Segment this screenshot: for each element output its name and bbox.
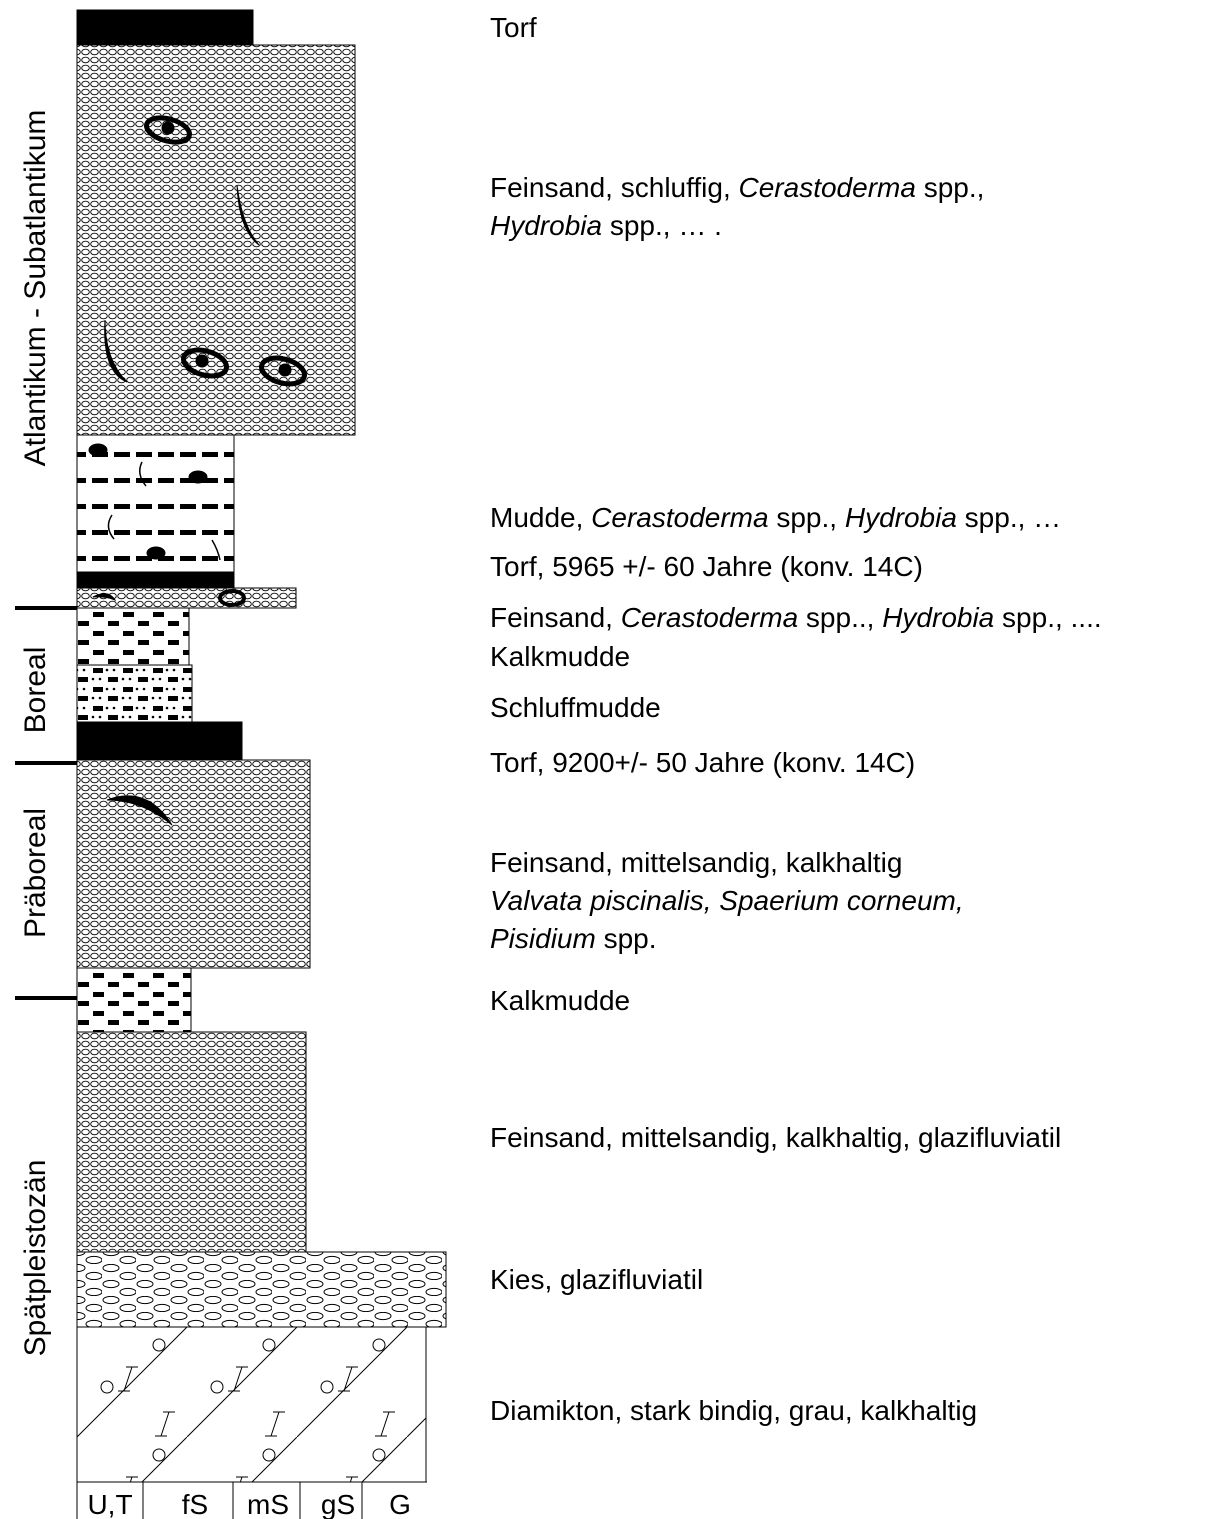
description-run: Diamikton, stark bindig, grau, kalkhalti… <box>490 1395 977 1426</box>
layer-description: Feinsand, mittelsandig, kalkhaltig <box>490 847 902 878</box>
layer <box>77 608 189 665</box>
description-run: spp., .... <box>994 602 1101 633</box>
description-run: Kalkmudde <box>490 641 630 672</box>
description-run: Pisidium <box>490 923 596 954</box>
description-run: Torf, 9200+/- 50 Jahre (konv. 14C) <box>490 747 915 778</box>
layer-description: Hydrobia spp., … . <box>490 210 722 241</box>
description-run: spp. <box>596 923 657 954</box>
description-run: Hydrobia <box>490 210 602 241</box>
layer-description: Feinsand, schluffig, Cerastoderma spp., <box>490 172 984 203</box>
description-run: Kalkmudde <box>490 985 630 1016</box>
layer-description: Kalkmudde <box>490 641 630 672</box>
description-run: Hydrobia <box>845 502 957 533</box>
description-run: Torf, 5965 +/- 60 Jahre (konv. 14C) <box>490 551 923 582</box>
period-label: Atlantikum - Subatlantikum <box>19 110 52 467</box>
layer <box>77 1252 446 1327</box>
layer-description: Torf, 9200+/- 50 Jahre (konv. 14C) <box>490 747 915 778</box>
period-label: Boreal <box>19 647 52 734</box>
layer-description: Torf, 5965 +/- 60 Jahre (konv. 14C) <box>490 551 923 582</box>
layer-description: Schluffmudde <box>490 692 661 723</box>
stratigraphic-column: Torf Feinsand, schluffig, Cerastoderma sp… <box>0 0 1224 1519</box>
layer <box>77 572 234 588</box>
description-run: Feinsand, mittelsandig, kalkhaltig <box>490 847 902 878</box>
layer-description: Kies, glazifluviatil <box>490 1264 703 1295</box>
period-label: Spätpleistozän <box>19 1160 52 1357</box>
layer-description: Feinsand, mittelsandig, kalkhaltig, glaz… <box>490 1122 1061 1153</box>
grain-size-label: fS <box>182 1489 208 1519</box>
description-run: Feinsand, schluffig, <box>490 172 739 203</box>
grain-size-label: U,T <box>87 1489 132 1519</box>
page: {"periods": ["Atlantikum - Subatlantikum… <box>0 0 1224 1519</box>
layer <box>77 760 310 968</box>
period-label: Präboreal <box>19 808 52 938</box>
description-run: spp.., <box>798 602 882 633</box>
description-run: spp., <box>916 172 984 203</box>
layer-description: Diamikton, stark bindig, grau, kalkhalti… <box>490 1395 977 1426</box>
layer <box>77 665 192 722</box>
grain-size-label: gS <box>321 1489 355 1519</box>
layer <box>77 1327 426 1482</box>
grain-size-label: mS <box>247 1489 289 1519</box>
description-run: Hydrobia <box>882 602 994 633</box>
layer <box>77 722 242 760</box>
description-run: Torf <box>490 12 537 43</box>
layer <box>77 10 253 45</box>
grain-size-label: G <box>389 1489 411 1519</box>
layer <box>77 968 191 1032</box>
description-run: Valvata piscinalis, Spaerium corneum, <box>490 885 964 916</box>
layer <box>77 1032 306 1252</box>
description-run: spp., … <box>957 502 1061 533</box>
layer-description: Feinsand, Cerastoderma spp.., Hydrobia s… <box>490 602 1102 633</box>
layers <box>77 10 446 1482</box>
layer-description: Kalkmudde <box>490 985 630 1016</box>
layer-description: Pisidium spp. <box>490 923 657 954</box>
description-run: Schluffmudde <box>490 692 661 723</box>
description-run: Kies, glazifluviatil <box>490 1264 703 1295</box>
layer-description: Valvata piscinalis, Spaerium corneum, <box>490 885 964 916</box>
description-run: Cerastoderma <box>739 172 916 203</box>
description-run: Cerastoderma <box>621 602 798 633</box>
layer-description: Mudde, Cerastoderma spp., Hydrobia spp.,… <box>490 502 1061 533</box>
description-run: Mudde, <box>490 502 591 533</box>
description-run: spp., <box>769 502 845 533</box>
description-run: Feinsand, mittelsandig, kalkhaltig, glaz… <box>490 1122 1061 1153</box>
description-run: Feinsand, <box>490 602 621 633</box>
description-run: spp., … . <box>602 210 722 241</box>
layer-description: Torf <box>490 12 537 43</box>
description-run: Cerastoderma <box>591 502 768 533</box>
